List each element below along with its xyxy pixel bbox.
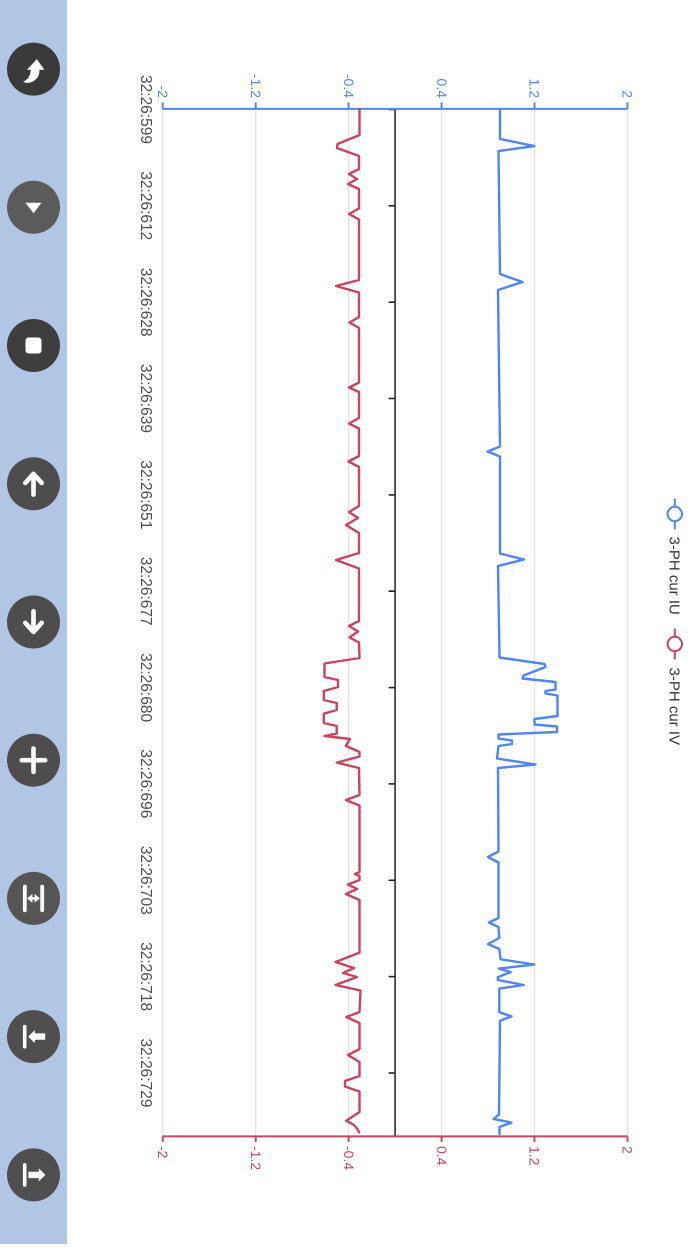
svg-text:32:26:696: 32:26:696 bbox=[137, 749, 154, 818]
svg-text:0.4: 0.4 bbox=[434, 1146, 450, 1166]
svg-text:0.4: 0.4 bbox=[434, 79, 450, 99]
svg-text:-0.4: -0.4 bbox=[341, 1146, 357, 1170]
svg-text:32:26:677: 32:26:677 bbox=[137, 557, 154, 626]
svg-text:1.2: 1.2 bbox=[527, 1146, 543, 1166]
svg-text:-1.2: -1.2 bbox=[248, 74, 264, 98]
svg-text:32:26:651: 32:26:651 bbox=[137, 460, 154, 529]
svg-text:3-PH cur IU: 3-PH cur IU bbox=[666, 537, 683, 615]
svg-text:32:26:599: 32:26:599 bbox=[137, 75, 154, 144]
svg-text:-1.2: -1.2 bbox=[248, 1146, 264, 1170]
svg-text:2: 2 bbox=[620, 90, 636, 98]
svg-text:-2: -2 bbox=[155, 1146, 171, 1159]
svg-text:32:26:639: 32:26:639 bbox=[137, 364, 154, 433]
svg-text:32:26:718: 32:26:718 bbox=[137, 942, 154, 1011]
svg-text:-2: -2 bbox=[155, 86, 171, 99]
svg-text:1.2: 1.2 bbox=[527, 79, 543, 99]
svg-text:-0.4: -0.4 bbox=[341, 74, 357, 98]
svg-text:32:26:680: 32:26:680 bbox=[137, 653, 154, 722]
svg-text:2: 2 bbox=[620, 1146, 636, 1154]
svg-text:32:26:612: 32:26:612 bbox=[137, 171, 154, 240]
svg-text:32:26:628: 32:26:628 bbox=[137, 268, 154, 337]
svg-text:3-PH cur IV: 3-PH cur IV bbox=[666, 668, 683, 746]
svg-text:32:26:703: 32:26:703 bbox=[137, 846, 154, 915]
svg-text:32:26:729: 32:26:729 bbox=[137, 1039, 154, 1108]
